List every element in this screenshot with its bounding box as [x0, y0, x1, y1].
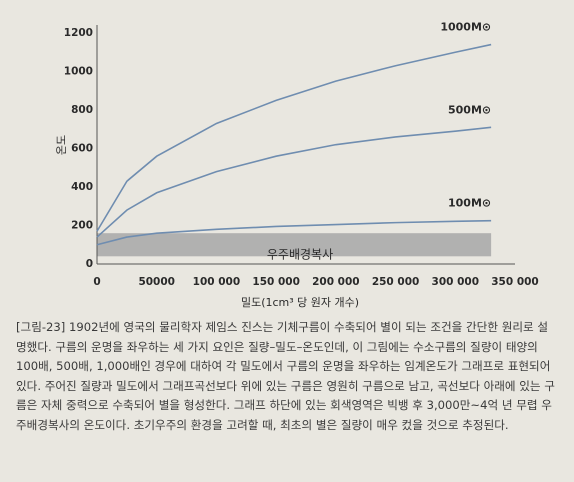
y-axis-label: 온도	[55, 135, 68, 155]
y-tick-label: 1000	[64, 66, 93, 78]
x-tick-label: 350 000	[491, 276, 539, 288]
y-tick-label: 0	[86, 258, 93, 270]
series-label: 500M⊙	[448, 103, 491, 116]
x-tick-label: 300 000	[432, 276, 480, 288]
chart: 온도 밀도(1cm³ 당 원자 개수) 우주배경복사 0 200 400 600 800 1…	[55, 21, 539, 309]
y-tick-label: 400	[71, 181, 93, 193]
x-tick-label: 0	[93, 276, 100, 288]
x-tick-label: 50000	[138, 276, 175, 288]
x-axis-label: 밀도(1cm³ 당 원자 개수)	[241, 296, 359, 309]
line	[96, 43, 492, 232]
line	[96, 219, 492, 246]
line	[96, 126, 492, 238]
y-tick-label: 600	[71, 143, 93, 155]
x-tick-label: 100 000	[193, 276, 241, 288]
band-label: 우주배경복사	[267, 247, 333, 261]
x-tick-label: 250 000	[372, 276, 420, 288]
caption: [그림-23] 1902년에 영국의 물리학자 제임스 진스는 기체구름이 수축…	[16, 320, 555, 432]
x-tick-label: 200 000	[312, 276, 360, 288]
band	[97, 233, 492, 257]
x-tick-label: 150 000	[252, 276, 300, 288]
series-label: 100M⊙	[448, 197, 491, 210]
y-tick-label: 200	[71, 220, 93, 232]
y-tick-label: 1200	[64, 27, 93, 39]
y-tick-label: 800	[71, 104, 93, 116]
series-label: 1000M⊙	[440, 21, 491, 34]
